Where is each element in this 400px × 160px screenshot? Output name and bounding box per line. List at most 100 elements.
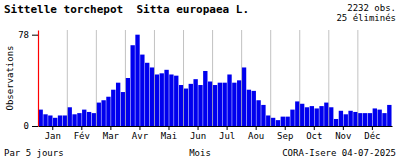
bar: [87, 112, 91, 126]
bar: [116, 83, 120, 126]
bar: [252, 91, 256, 126]
bar: [377, 110, 381, 126]
y-axis: 0 78: [18, 30, 38, 131]
bar: [63, 115, 67, 126]
bar: [227, 74, 231, 126]
bar: [121, 92, 125, 126]
x-tick-mark: [110, 126, 111, 130]
bar: [155, 74, 159, 126]
annotation-line: 2232 obs.: [347, 3, 396, 13]
bar: [164, 70, 168, 126]
bar: [58, 115, 62, 126]
x-tick-label: Avr: [132, 131, 149, 141]
bar: [348, 111, 352, 126]
x-tick-label: Aou: [248, 131, 264, 141]
bar: [261, 105, 265, 126]
y-tick-mark: [32, 35, 38, 36]
month-separator: [241, 30, 242, 126]
x-tick: Jul: [219, 126, 235, 141]
x-tick: Avr: [132, 126, 149, 141]
bar: [266, 115, 270, 126]
y-tick-label: 0: [24, 121, 29, 131]
bar: [363, 113, 367, 126]
bar: [290, 110, 294, 126]
x-tick-label: Nov: [335, 131, 351, 141]
x-tick: Jun: [190, 126, 206, 141]
bar: [315, 108, 319, 126]
bar: [53, 118, 57, 126]
bar: [130, 45, 134, 126]
y-tick-label: 78: [18, 30, 29, 40]
chart: Jan Fév Mar Avr Mai Jun Jul Aou Sep Oct Nov Déc 0 78O…: [0, 0, 400, 160]
bar: [92, 113, 96, 126]
month-separator: [96, 30, 97, 126]
bar: [140, 55, 144, 126]
x-tick-label: Déc: [364, 131, 380, 141]
bar: [193, 79, 197, 126]
bar: [126, 78, 130, 126]
bar: [324, 103, 328, 126]
x-tick-mark: [198, 126, 199, 130]
bar: [334, 119, 338, 126]
month-separator: [357, 30, 358, 126]
bar: [97, 103, 101, 126]
plot-area: Jan Fév Mar Avr Mai Jun Jul Aou Sep Oct Nov Déc 0 78: [18, 30, 392, 141]
y-tick: 78: [18, 30, 38, 40]
bar: [358, 113, 362, 126]
bar: [208, 82, 212, 126]
bar: [101, 100, 105, 126]
bar: [111, 90, 115, 126]
bar: [271, 118, 275, 126]
month-separator: [183, 30, 184, 126]
x-tick-label: Mai: [161, 131, 177, 141]
bar: [368, 113, 372, 126]
x-tick-mark: [81, 126, 82, 130]
x-tick-label: Mar: [103, 131, 120, 141]
bar: [198, 85, 202, 126]
bar: [189, 84, 193, 126]
bar: [184, 89, 188, 126]
x-tick: Nov: [335, 126, 351, 141]
bar: [319, 106, 323, 126]
month-separator: [212, 30, 213, 126]
annotation: 2232 obs.25 éliminés: [336, 3, 396, 23]
bar: [256, 100, 260, 126]
month-separator: [328, 30, 329, 126]
month-separator: [67, 30, 68, 126]
bar: [68, 107, 72, 126]
month-separator: [270, 30, 271, 126]
bar: [150, 67, 154, 126]
bar: [48, 115, 52, 126]
x-tick-mark: [343, 126, 344, 130]
bar: [353, 112, 357, 126]
bar: [276, 120, 280, 126]
y-axis-line: [38, 31, 39, 127]
bar: [43, 114, 47, 126]
bar: [223, 83, 227, 126]
bar: [232, 83, 236, 126]
x-tick: Jan: [45, 126, 61, 141]
x-tick-label: Sep: [277, 131, 293, 141]
bar: [213, 85, 217, 126]
x-tick-mark: [168, 126, 169, 130]
bar: [247, 90, 251, 126]
annotation: CORA-Isere 04-07-2025: [282, 148, 396, 158]
x-tick: Fév: [74, 126, 90, 141]
bar: [295, 101, 299, 126]
bar: [285, 117, 289, 126]
x-tick-label: Oct: [306, 131, 322, 141]
bar: [160, 73, 164, 126]
annotation-line: 25 éliminés: [336, 13, 396, 23]
month-separator: [125, 30, 126, 126]
x-tick-mark: [314, 126, 315, 130]
bar: [203, 71, 207, 126]
bar: [179, 85, 183, 126]
bar: [174, 76, 178, 126]
y-tick: 0: [24, 121, 38, 131]
x-tick-mark: [139, 126, 140, 130]
x-tick: Mar: [103, 126, 120, 141]
title: Sittelle torchepot Sitta europaea L.: [4, 3, 249, 16]
x-axis-line: [39, 126, 393, 127]
bar: [237, 80, 241, 126]
bar: [135, 35, 139, 126]
